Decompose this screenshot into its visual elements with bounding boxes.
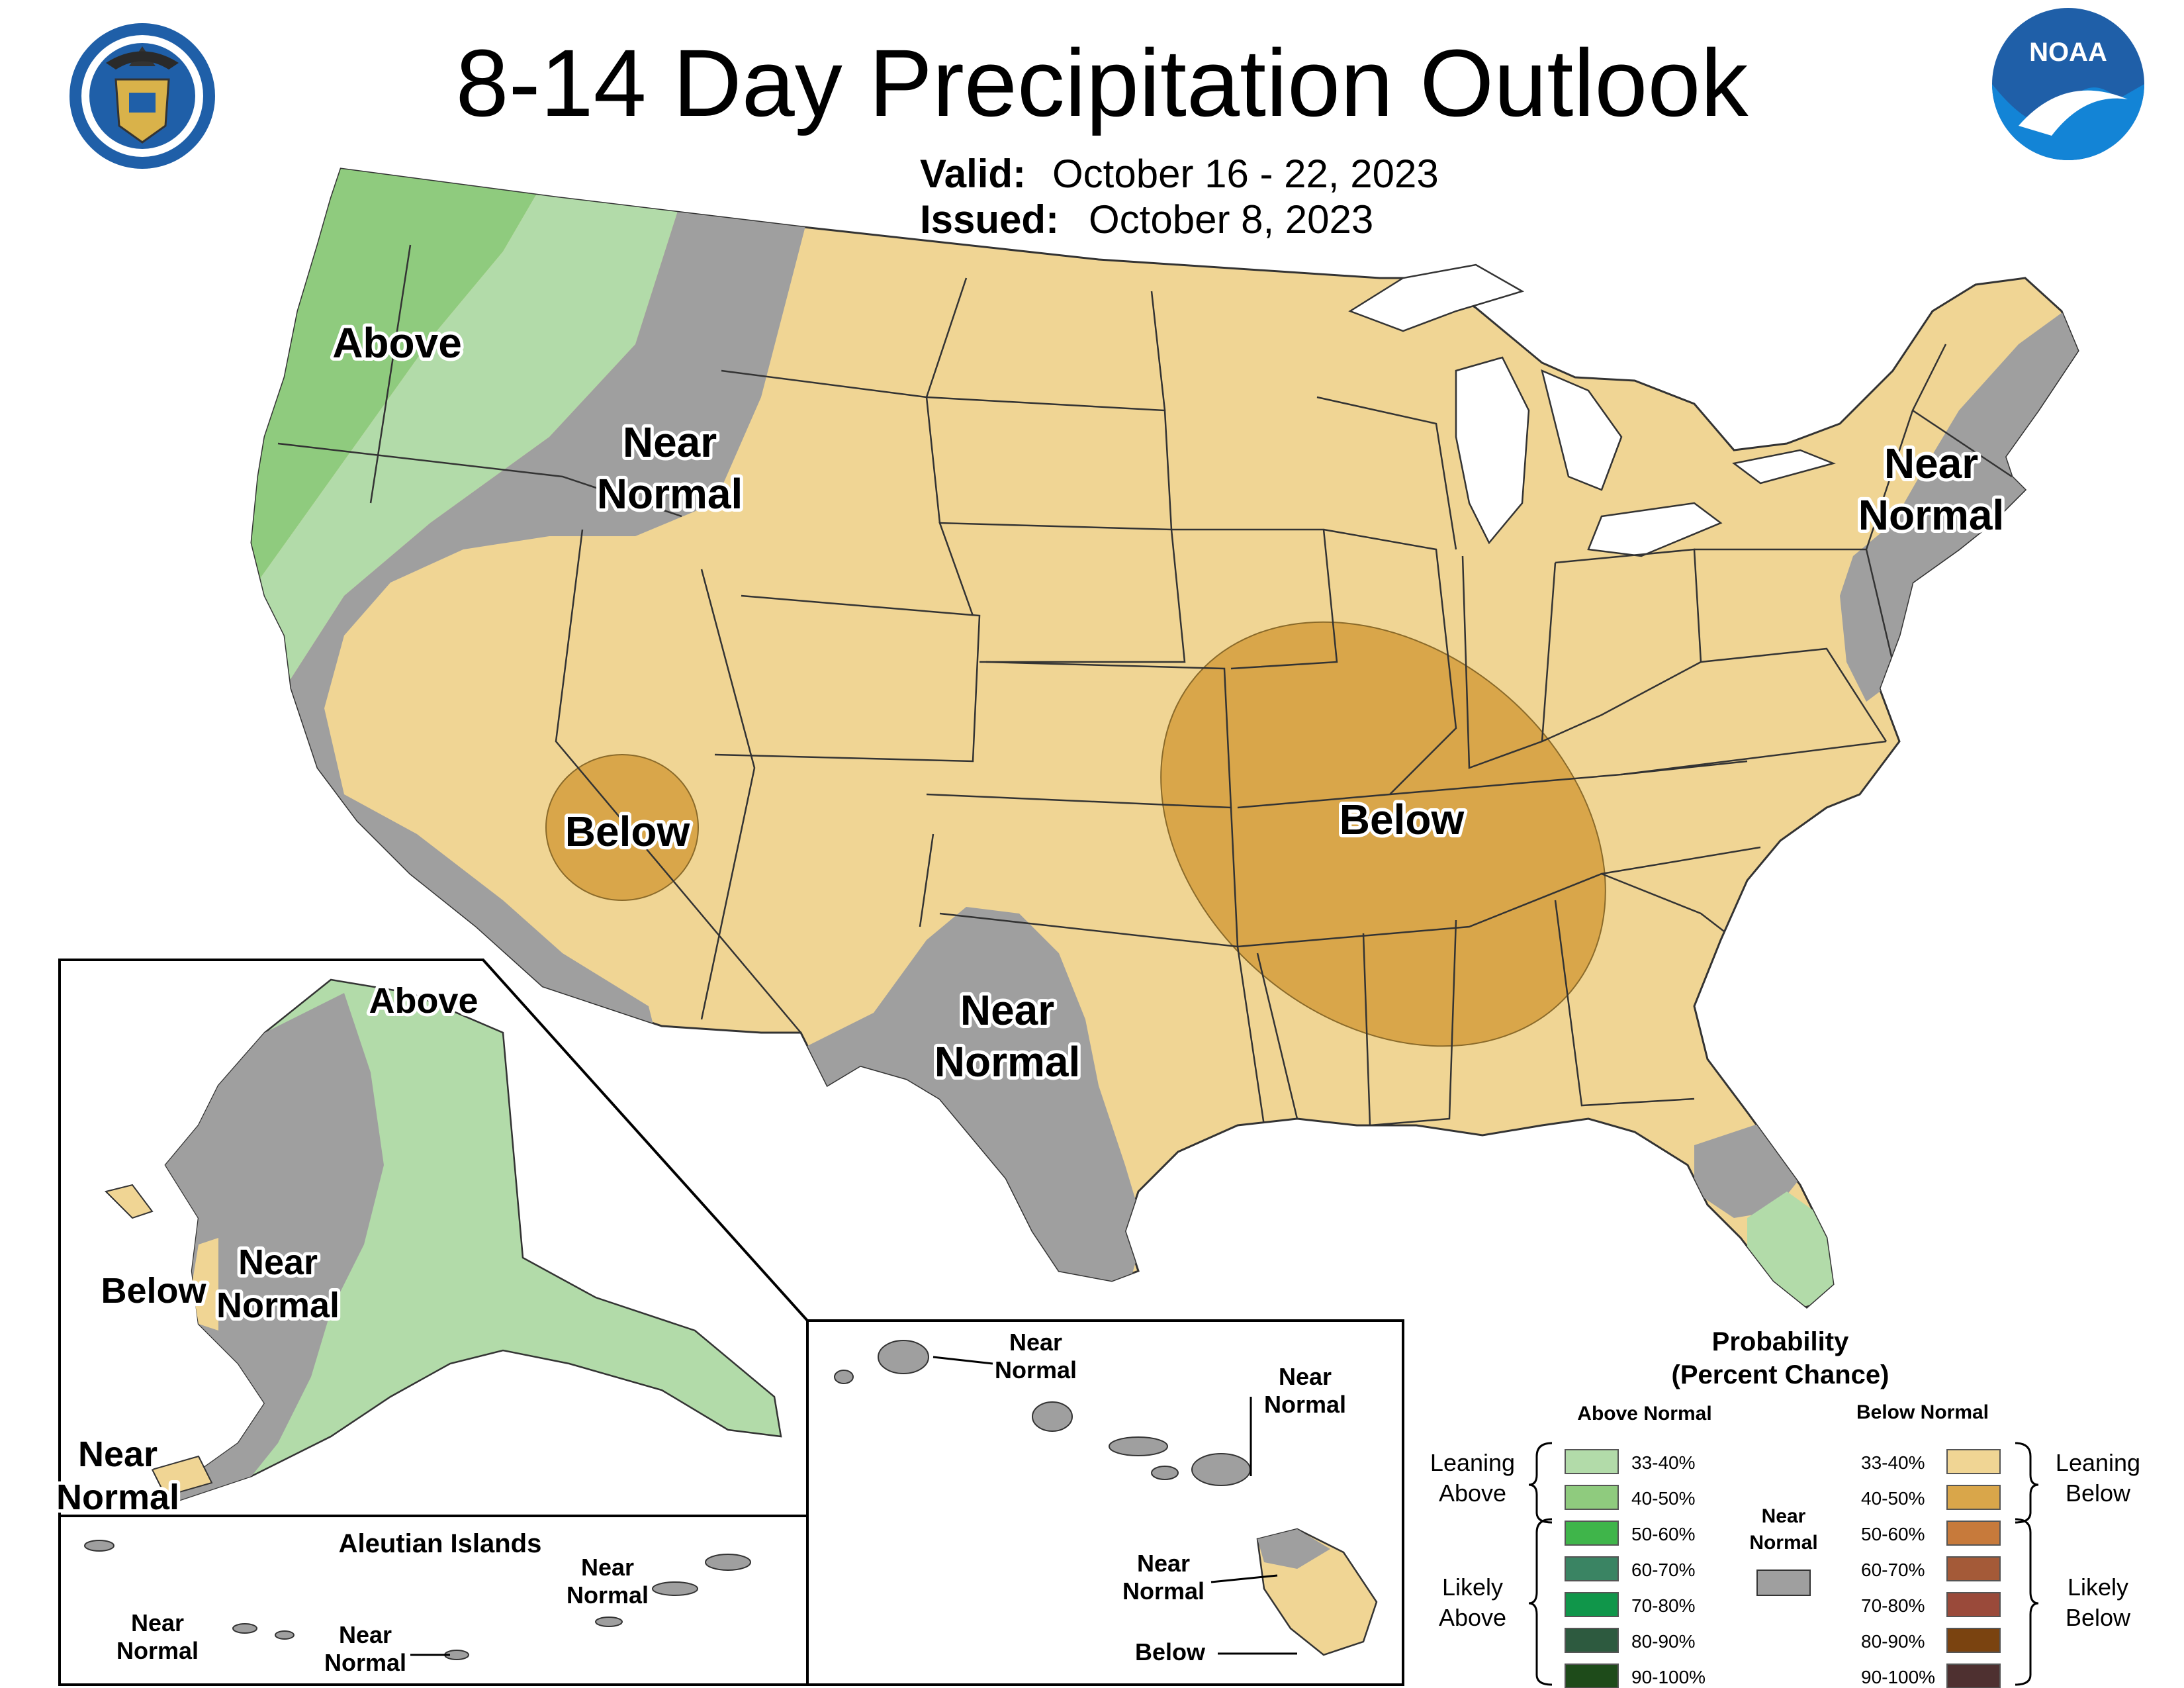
conus-map: Above Near Normal Below Below Near Norma… — [250, 167, 2079, 1309]
legend-title-1: Probability — [1712, 1327, 1849, 1356]
aleutians-title: Aleutian Islands — [339, 1529, 542, 1558]
label-aleutians-near-normal-center-1: Near — [339, 1621, 392, 1648]
label-alaska-near-normal-2: Normal — [216, 1286, 340, 1325]
noaa-logo: NOAA — [1992, 8, 2144, 160]
legend-above-label-1: 33-40% — [1631, 1452, 1696, 1473]
label-alaska-near-normal-south-2: Normal — [56, 1477, 179, 1517]
alaska-below — [192, 1238, 218, 1331]
label-conus-near-normal-northeast-2: Normal — [1858, 491, 2005, 539]
legend-below-label-5: 70-80% — [1861, 1595, 1925, 1616]
region-above-florida — [1747, 1192, 1840, 1307]
legend-above-swatch-7 — [1565, 1664, 1619, 1688]
page-title: 8-14 Day Precipitation Outlook — [456, 30, 1749, 136]
legend-below-rows: 33-40% 40-50% 50-60% 60-70% 70-80% 80-90% 90-1… — [1861, 1449, 2001, 1688]
label-aleutians-near-normal-east-1: Near — [581, 1554, 634, 1581]
legend-below-swatch-6 — [1946, 1628, 2001, 1653]
legend-leaning-above-1: Leaning — [1430, 1449, 1515, 1476]
legend-leaning-below-1: Leaning — [2056, 1449, 2140, 1476]
label-hawaii-near-normal-maui-2: Normal — [1264, 1391, 1346, 1418]
legend-below-label-6: 80-90% — [1861, 1631, 1925, 1652]
legend-likely-above-2: Above — [1439, 1604, 1506, 1631]
legend-below-label-1: 33-40% — [1861, 1452, 1925, 1473]
label-aleutians-near-normal-west-2: Normal — [116, 1637, 199, 1664]
legend-below-swatch-4 — [1946, 1556, 2001, 1581]
state-boundaries — [277, 244, 2013, 1127]
valid-label: Valid: — [920, 152, 1026, 196]
legend-above-label-7: 90-100% — [1631, 1667, 1706, 1687]
legend-below-swatch-1 — [1946, 1449, 2001, 1474]
region-near-normal-texas — [794, 907, 1145, 1297]
label-conus-near-normal-texas-2: Normal — [934, 1038, 1081, 1086]
legend-above-swatch-4 — [1565, 1556, 1619, 1581]
legend-likely-below-2: Below — [2066, 1604, 2131, 1631]
commerce-seal-logo — [69, 23, 215, 169]
region-below-southwest — [545, 754, 699, 901]
label-hawaii-near-normal-maui-1: Near — [1279, 1363, 1332, 1390]
legend-below-swatch-2 — [1946, 1485, 2001, 1510]
legend-above-label-4: 60-70% — [1631, 1560, 1696, 1580]
label-conus-near-normal-rockies-2: Normal — [597, 470, 743, 518]
issued-label: Issued: — [920, 197, 1059, 242]
region-near-normal-northeast — [1840, 291, 2078, 702]
legend-below-swatch-5 — [1946, 1592, 2001, 1617]
label-alaska-near-normal-south-1: Near — [78, 1434, 158, 1474]
label-hawaii-near-normal-big-island-2: Normal — [1122, 1577, 1205, 1605]
alaska-inset: Above Below Near Normal Near Normal — [53, 959, 809, 1521]
legend-above-label-2: 40-50% — [1631, 1488, 1696, 1509]
legend-above-rows: 33-40% 40-50% 50-60% 60-70% 70-80% 80-90% 90-1… — [1565, 1449, 1706, 1688]
label-hawaii-near-normal-kauai-1: Near — [1009, 1329, 1062, 1356]
noaa-logo-text: NOAA — [2029, 38, 2107, 67]
label-hawaii-near-normal-big-island-1: Near — [1137, 1550, 1190, 1577]
region-near-normal-west — [271, 199, 807, 1033]
legend-above-swatch-6 — [1565, 1628, 1619, 1653]
legend-above-header: Above Normal — [1577, 1403, 1711, 1425]
label-conus-below-central: Below — [1340, 796, 1465, 843]
label-aleutians-near-normal-east-2: Normal — [567, 1581, 649, 1609]
label-alaska-above: Above — [369, 981, 478, 1021]
label-hawaii-near-normal-kauai-2: Normal — [995, 1356, 1077, 1383]
legend-below-label-7: 90-100% — [1861, 1667, 1935, 1687]
label-aleutians-near-normal-west-1: Near — [131, 1609, 184, 1636]
legend-near-normal-1: Near — [1762, 1505, 1806, 1527]
legend-near-normal-2: Normal — [1749, 1532, 1817, 1554]
legend-above-swatch-5 — [1565, 1592, 1619, 1617]
legend-above-swatch-1 — [1565, 1449, 1619, 1474]
label-conus-below-southwest: Below — [565, 808, 690, 855]
legend-title-2: (Percent Chance) — [1672, 1360, 1889, 1389]
alaska-near-normal — [165, 993, 384, 1503]
great-lakes — [1348, 263, 1836, 557]
legend-above-label-6: 80-90% — [1631, 1631, 1696, 1652]
legend-below-header: Below Normal — [1856, 1401, 1989, 1423]
probability-legend: Probability (Percent Chance) Above Norma… — [1430, 1327, 2140, 1688]
label-alaska-near-normal-1: Near — [238, 1243, 318, 1282]
legend-above-swatch-3 — [1565, 1521, 1619, 1546]
legend-above-swatch-2 — [1565, 1485, 1619, 1510]
label-conus-near-normal-texas-1: Near — [960, 986, 1054, 1034]
label-aleutians-near-normal-center-2: Normal — [324, 1649, 406, 1676]
region-above-33-40 — [251, 172, 682, 688]
label-alaska-below: Below — [101, 1271, 206, 1311]
label-conus-near-normal-rockies-1: Near — [623, 418, 717, 466]
legend-below-swatch-3 — [1946, 1521, 2001, 1546]
label-conus-near-normal-northeast-1: Near — [1884, 440, 1978, 487]
legend-below-swatch-7 — [1946, 1664, 2001, 1688]
legend-above-label-3: 50-60% — [1631, 1524, 1696, 1544]
label-conus-above: Above — [332, 319, 462, 367]
region-below-central — [1160, 621, 1606, 1047]
legend-likely-below-1: Likely — [2068, 1573, 2128, 1601]
valid-value: October 16 - 22, 2023 — [1052, 152, 1439, 196]
legend-leaning-below-2: Below — [2066, 1479, 2131, 1507]
legend-below-label-3: 50-60% — [1861, 1524, 1925, 1544]
hawaii-inset: Near Normal Near Normal Near Normal Belo… — [806, 1319, 1404, 1686]
legend-below-label-4: 60-70% — [1861, 1560, 1925, 1580]
legend-leaning-above-2: Above — [1439, 1479, 1506, 1507]
aleutians-inset: Aleutian Islands Near Normal Near Normal… — [58, 1515, 809, 1686]
legend-swatch-near-normal — [1756, 1570, 1811, 1596]
label-hawaii-below: Below — [1135, 1638, 1206, 1665]
legend-above-label-5: 70-80% — [1631, 1595, 1696, 1616]
issued-value: October 8, 2023 — [1089, 197, 1373, 242]
legend-below-label-2: 40-50% — [1861, 1488, 1925, 1509]
legend-likely-above-1: Likely — [1442, 1573, 1503, 1601]
